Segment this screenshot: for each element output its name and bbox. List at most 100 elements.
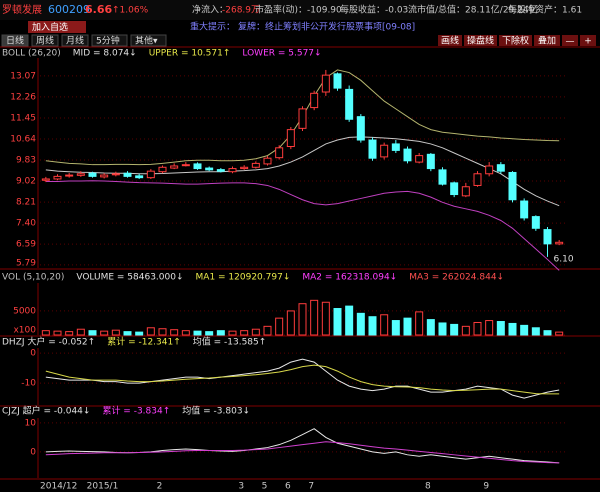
x-tick-label: 5 [262, 482, 268, 492]
period-tab-label[interactable]: 月线 [66, 35, 84, 47]
indicator-label: 累计 = -12.341↑ [107, 336, 181, 348]
candle-body [356, 116, 365, 141]
candle-body [438, 169, 447, 185]
candle-body [415, 155, 424, 163]
volume-bar [65, 331, 74, 336]
candle-body [473, 173, 482, 186]
candle-body [123, 172, 132, 177]
tool-button-label[interactable]: 叠加 [538, 36, 556, 47]
period-tab-label[interactable]: 其他▾ [135, 35, 158, 47]
y-tick-label: 10.64 [10, 134, 36, 144]
notice-date: [09-08] [382, 23, 415, 33]
candle-body [391, 143, 400, 151]
tool-button-label[interactable]: — [566, 37, 575, 47]
tool-button[interactable] [534, 35, 560, 46]
volume-bar [41, 330, 50, 336]
indicator-label: MA1 = 120920.797↓ [196, 273, 291, 283]
candle-body [531, 216, 540, 229]
volume-bar [170, 329, 179, 336]
candle-body [240, 166, 249, 170]
candle-body [426, 153, 435, 170]
volume-bar [391, 320, 400, 336]
x-tick-label: 6 [285, 482, 291, 492]
period-tab[interactable] [61, 34, 89, 47]
indicator-label: MA2 = 162318.094↓ [302, 273, 397, 283]
tool-button[interactable] [464, 35, 497, 46]
indicator-line [45, 364, 560, 395]
period-tab[interactable] [1, 34, 29, 47]
period-tab[interactable] [130, 34, 167, 47]
y-tick-label: -10 [21, 379, 36, 389]
candle-body [88, 172, 97, 177]
x-tick-label: 2015/1 [87, 482, 119, 492]
indicator-label: CJZJ 超户 = -0.044↓ [2, 405, 90, 417]
candle-body [345, 88, 354, 120]
volume-bar [520, 324, 529, 336]
volume-bar [403, 317, 412, 336]
volume-bar [88, 330, 97, 336]
tool-button[interactable] [499, 35, 532, 46]
x-tick-label: 7 [308, 482, 314, 492]
volume-bar [205, 331, 214, 336]
volume-bar [450, 323, 459, 336]
volume-bar [251, 328, 260, 336]
quote-bar [0, 0, 600, 20]
tool-button[interactable] [562, 35, 578, 46]
volume-bar [135, 331, 144, 336]
tool-button-label[interactable]: 下除权 [502, 35, 529, 47]
stock-code: 600209 [48, 3, 90, 16]
y-tick-label: 5000 [13, 306, 36, 316]
y-tick-label: x100 [13, 326, 36, 336]
indicator-line [45, 180, 560, 271]
volume-bar [333, 308, 342, 336]
y-tick-label: 0 [30, 349, 36, 359]
candle-body [368, 139, 377, 159]
period-tab-label[interactable]: 5分钟 [96, 35, 120, 47]
volume-bar [193, 330, 202, 336]
y-tick-label: 13.07 [10, 71, 36, 81]
candle-body [496, 164, 505, 172]
indicator-line [45, 136, 560, 207]
candle-body [555, 241, 564, 245]
indicator-label: 均值 = -13.585↑ [193, 336, 267, 348]
candle-body [485, 165, 494, 175]
indicator-label: MA3 = 262024.844↓ [409, 273, 504, 283]
add-watchlist-text[interactable]: 加入自选 [32, 21, 68, 33]
volume-bar [485, 320, 494, 336]
candle-body [450, 182, 459, 196]
volume-bar [496, 321, 505, 336]
indicator-label: 均值 = -3.803↓ [182, 405, 250, 417]
volume-bar [438, 322, 447, 336]
candle-body [321, 74, 330, 93]
notice-text[interactable]: 复牌：终止筹划非公开发行股票事项 [238, 21, 382, 33]
candle-body [205, 167, 214, 171]
indicator-label: UPPER = 10.571↑ [149, 49, 231, 59]
period-tab-label[interactable]: 日线 [6, 35, 24, 47]
indicator-label: VOLUME = 58463.000↓ [76, 273, 183, 283]
candle-body [310, 92, 319, 109]
volume-bar [76, 328, 85, 336]
volume-bar [543, 330, 552, 336]
volume-bar [356, 312, 365, 336]
candle-body [461, 186, 470, 197]
candle-body [380, 144, 389, 158]
tool-button[interactable] [580, 35, 596, 46]
volume-bar [298, 303, 307, 336]
candle-body [333, 73, 342, 89]
candle-body [76, 173, 85, 176]
candle-body [508, 171, 517, 201]
volume-bar [461, 325, 470, 336]
volume-bar [368, 316, 377, 336]
inflow-label: 净流入： [192, 4, 228, 16]
candle-body [181, 164, 190, 167]
tool-button-label[interactable]: 操盘线 [467, 35, 494, 47]
add-watchlist-button[interactable] [28, 21, 86, 33]
candle-body [65, 174, 74, 177]
tool-button-label[interactable]: 画线 [441, 35, 459, 47]
period-tab-label[interactable]: 周线 [36, 35, 54, 47]
tool-button-label[interactable]: + [584, 37, 592, 47]
tool-button[interactable] [438, 35, 462, 46]
period-tab[interactable] [31, 34, 59, 47]
period-tab[interactable] [91, 34, 128, 47]
